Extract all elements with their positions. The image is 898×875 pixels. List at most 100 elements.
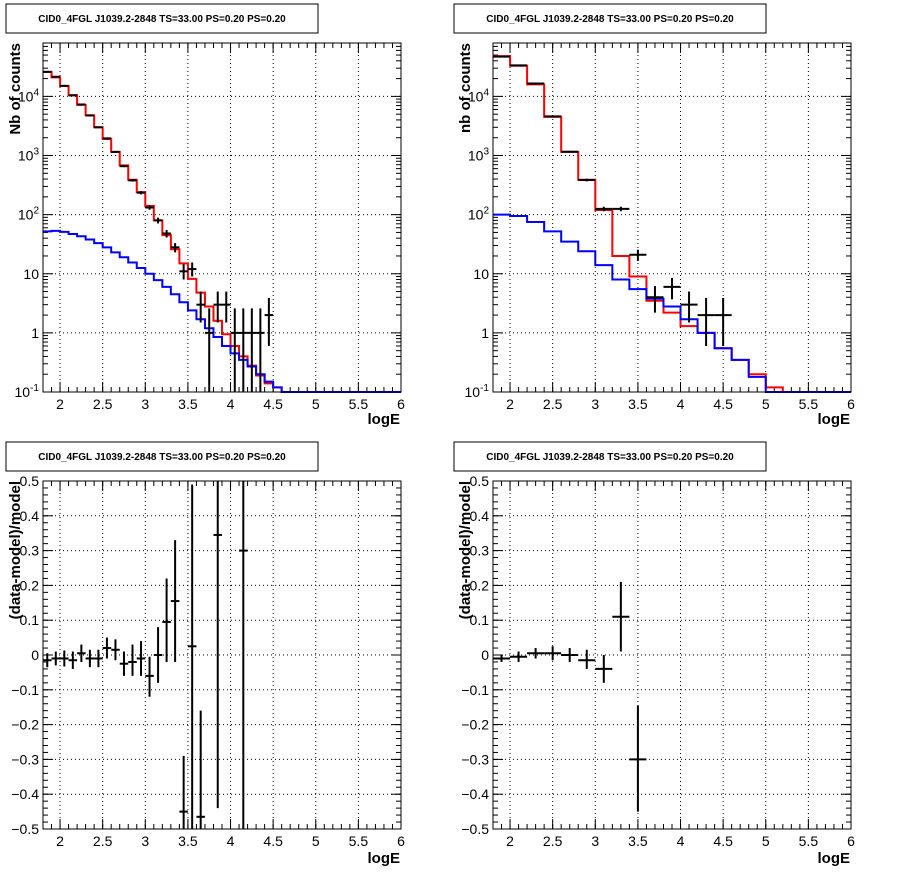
y-tick-label: −0.4 <box>11 786 39 802</box>
y-tick-label: 102 <box>18 206 40 223</box>
data-point <box>68 94 78 97</box>
plot-pad-0: 2 2.5 3 3.5 4 4.5 5 5.5 6 10-1 1 10 102 103 104 <box>15 42 405 412</box>
data-point <box>60 650 69 667</box>
data-point <box>170 243 180 253</box>
data-point <box>162 229 171 238</box>
data-point <box>111 639 120 661</box>
x-tick-label: 3 <box>141 833 149 849</box>
x-tick-label: 4 <box>677 396 685 412</box>
x-tick-label: 5.5 <box>349 833 369 849</box>
data-point <box>239 481 248 829</box>
data-point <box>697 297 715 346</box>
data-point <box>629 249 647 261</box>
data-point <box>179 755 188 829</box>
x-tick-label: 6 <box>397 396 405 412</box>
data-point <box>94 126 103 129</box>
x-tick-label: 4.5 <box>713 396 733 412</box>
plot-frame <box>42 480 402 830</box>
data-point <box>102 137 112 140</box>
data-point <box>111 150 120 153</box>
x-tick-label: 5 <box>762 396 770 412</box>
histogram-series-line <box>493 213 851 393</box>
y-tick-label: −0.1 <box>461 682 489 698</box>
data-point <box>119 651 129 676</box>
x-tick-label: 2.5 <box>543 833 563 849</box>
data-point <box>239 308 248 392</box>
data-point <box>612 206 630 212</box>
data-point <box>527 82 545 85</box>
pad-title-box-top-left: CID0_4FGL J1039.2-2848 TS=33.00 PS=0.20 … <box>5 3 319 34</box>
data-point <box>578 649 596 669</box>
x-tick-label: 5 <box>312 396 320 412</box>
data-point <box>94 649 103 668</box>
data-point <box>561 150 579 153</box>
y-tick-label: 10-1 <box>465 383 490 400</box>
pad-title-text: CID0_4FGL J1039.2-2848 TS=33.00 PS=0.20 … <box>38 452 286 463</box>
x-tick-label: 5.5 <box>799 833 819 849</box>
x-tick-label: 5 <box>762 833 770 849</box>
data-point <box>510 651 528 662</box>
y-tick-label: 0.4 <box>20 508 40 524</box>
data-point <box>68 651 78 669</box>
y-axis-label: (data-model)/model <box>457 481 474 619</box>
data-point <box>230 308 240 392</box>
y-tick-label: −0.5 <box>11 821 39 837</box>
histogram-series-line <box>493 55 851 393</box>
data-point <box>128 179 137 182</box>
x-axis-label: logE <box>368 411 401 428</box>
data-point <box>561 648 579 662</box>
plot-frame <box>492 480 852 830</box>
x-tick-label: 4.5 <box>263 833 283 849</box>
y-tick-label: 10-1 <box>15 383 40 400</box>
x-tick-label: 2 <box>506 833 514 849</box>
data-point <box>187 484 197 829</box>
y-tick-label: −0.3 <box>461 751 489 767</box>
x-tick-label: 3 <box>591 396 599 412</box>
data-point <box>85 114 95 117</box>
x-tick-label: 3.5 <box>178 396 198 412</box>
data-point <box>77 644 86 662</box>
y-tick-label: 102 <box>468 206 490 223</box>
y-tick-label: 0.3 <box>20 543 40 559</box>
x-tick-label: 3 <box>591 833 599 849</box>
data-point <box>612 581 630 652</box>
data-point <box>247 308 257 392</box>
x-tick-label: 4.5 <box>263 396 283 412</box>
y-tick-label: 0.3 <box>470 543 490 559</box>
pad-title-text: CID0_4FGL J1039.2-2848 TS=33.00 PS=0.20 … <box>486 14 734 25</box>
data-point <box>544 646 562 661</box>
x-tick-label: 3.5 <box>628 396 648 412</box>
y-tick-label: −0.5 <box>461 821 489 837</box>
y-tick-label: 0 <box>481 647 489 663</box>
data-point <box>578 178 596 182</box>
data-point <box>714 297 732 346</box>
y-tick-label: −0.3 <box>11 751 39 767</box>
data-point <box>544 115 562 118</box>
data-point <box>136 191 146 195</box>
y-tick-label: 0.2 <box>20 577 40 593</box>
x-tick-label: 6 <box>397 833 405 849</box>
data-point <box>162 578 171 662</box>
x-tick-label: 3.5 <box>628 833 648 849</box>
x-tick-label: 4.5 <box>713 833 733 849</box>
data-point <box>51 651 61 666</box>
x-tick-label: 4 <box>227 833 235 849</box>
y-tick-label: 103 <box>18 147 40 164</box>
data-point <box>646 286 664 313</box>
y-axis-label: (data-model)/model <box>7 481 24 619</box>
pad-title-text: CID0_4FGL J1039.2-2848 TS=33.00 PS=0.20 … <box>486 452 734 463</box>
y-tick-label: 10 <box>23 266 39 282</box>
y-tick-label: 103 <box>468 147 490 164</box>
data-point <box>680 291 698 323</box>
data-point <box>60 84 69 87</box>
histogram-series-line <box>43 229 401 393</box>
plot-pad-2: 2 2.5 3 3.5 4 4.5 5 5.5 6 −0.5 −0.4 −0.3 −0.2 −0.1 0 0.… <box>11 473 405 849</box>
x-tick-label: 4 <box>677 833 685 849</box>
data-point <box>153 627 163 683</box>
data-point <box>128 644 137 676</box>
x-tick-label: 2.5 <box>543 396 563 412</box>
y-tick-label: 0.5 <box>470 473 490 489</box>
data-point <box>196 710 205 829</box>
